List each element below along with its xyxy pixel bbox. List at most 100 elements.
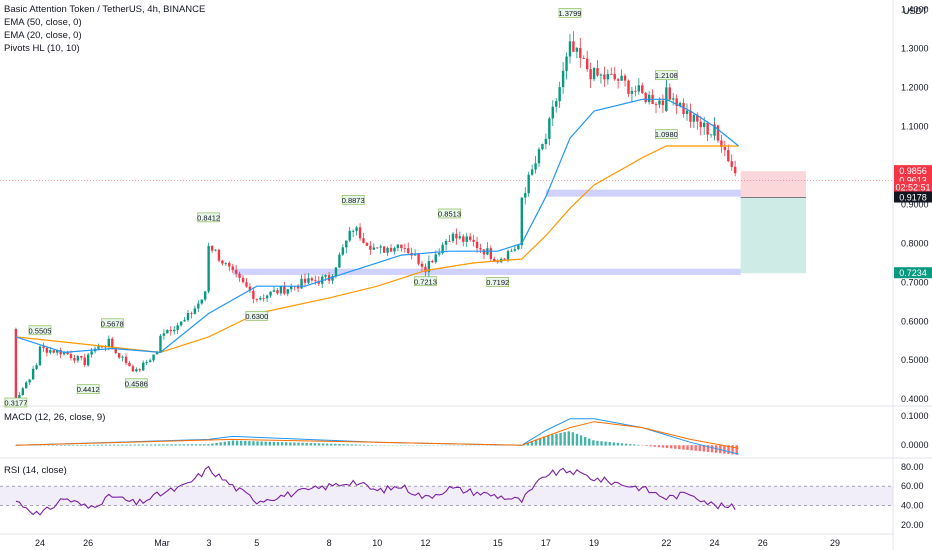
- macd-histogram-bar: [706, 445, 710, 452]
- macd-histogram-bar: [207, 444, 210, 446]
- macd-histogram-bar: [633, 444, 636, 446]
- candle-body: [589, 69, 592, 80]
- candle-body: [52, 350, 55, 353]
- macd-histogram-bar: [125, 444, 128, 446]
- candle-body: [661, 100, 665, 106]
- rsi-tick-label: 20.00: [901, 520, 924, 530]
- candle-body: [90, 351, 93, 355]
- candle-body: [38, 346, 42, 356]
- macd-histogram-bar: [284, 442, 288, 446]
- pivot-marker: 1.0980: [655, 129, 678, 139]
- macd-histogram-bar: [174, 444, 177, 446]
- time-tick-label: 10: [372, 538, 382, 548]
- macd-histogram-bar: [526, 442, 530, 446]
- candle-body: [369, 245, 372, 250]
- pivot-marker: 0.7192: [486, 277, 509, 287]
- pivot-label: 0.3177: [4, 399, 27, 408]
- candle-body: [290, 285, 293, 290]
- candle-body: [596, 68, 599, 76]
- candle-body: [682, 102, 685, 115]
- rsi-tick-label: 80.00: [901, 462, 924, 472]
- macd-histogram-bar: [268, 441, 272, 446]
- candle-body: [245, 282, 248, 287]
- macd-histogram-bar: [596, 440, 599, 446]
- pivot-marker: 0.8873: [342, 195, 365, 205]
- candle-body: [314, 280, 317, 282]
- candle-body: [634, 90, 637, 92]
- candle-body: [730, 161, 733, 167]
- pivot-box: [197, 212, 220, 223]
- macd-histogram-bar: [727, 445, 730, 454]
- macd-histogram-bar: [678, 445, 681, 450]
- macd-histogram-bar: [239, 440, 243, 446]
- pivot-box: [100, 318, 124, 329]
- candle-body: [124, 356, 128, 363]
- macd-histogram-bar: [67, 444, 71, 446]
- candle-body: [551, 106, 554, 119]
- price-tick-label: 1.3000: [901, 44, 929, 54]
- macd-histogram-bar: [735, 445, 738, 455]
- candle-body: [362, 238, 365, 243]
- candle-body: [503, 258, 506, 260]
- macd-histogram-bar: [244, 440, 247, 446]
- macd-histogram-bar: [669, 445, 673, 449]
- macd-histogram-bar: [100, 444, 104, 446]
- candle-body: [524, 193, 527, 198]
- candle-body: [159, 339, 162, 347]
- candle-body: [86, 354, 90, 356]
- time-tick-label: 22: [661, 538, 671, 548]
- candle-body: [214, 249, 217, 251]
- rsi-tick-label: 40.00: [901, 501, 924, 511]
- macd-histogram-bar: [600, 441, 603, 446]
- pivot-box: [341, 195, 365, 205]
- candle-body: [716, 125, 720, 141]
- pivot-box: [245, 311, 269, 321]
- macd-histogram-bar: [604, 441, 607, 446]
- candle-body: [231, 266, 234, 270]
- macd-histogram-bar: [342, 444, 345, 446]
- stop-loss-zone: [740, 171, 806, 198]
- candle-body: [262, 298, 265, 299]
- pivot-marker: 0.4586: [125, 378, 148, 388]
- macd-histogram-bar: [338, 444, 341, 446]
- candle-body: [86, 355, 90, 365]
- macd-histogram-bar: [702, 445, 706, 452]
- candle-body: [637, 85, 641, 92]
- macd-histogram-bar: [723, 445, 726, 454]
- support-zone: [545, 189, 741, 197]
- candle-body: [420, 263, 424, 267]
- macd-histogram-bar: [190, 444, 194, 446]
- candle-body: [303, 278, 307, 283]
- macd-histogram-bar: [264, 441, 267, 446]
- candle-body: [475, 241, 479, 249]
- candle-body: [42, 346, 45, 348]
- candle-body: [97, 346, 100, 349]
- macd-histogram-bar: [166, 444, 169, 446]
- candle-body: [210, 245, 214, 251]
- candle-body: [441, 244, 444, 254]
- candle-body: [114, 348, 117, 354]
- pivot-label: 0.4586: [125, 379, 148, 388]
- candle-body: [25, 382, 28, 389]
- macd-histogram-bar: [538, 438, 542, 446]
- macd-histogram-bar: [256, 441, 259, 446]
- price-tick-label: 1.1000: [901, 122, 929, 132]
- macd-histogram-bar: [149, 444, 153, 446]
- candle-body: [393, 248, 396, 252]
- candle-body: [603, 74, 606, 80]
- time-tick-label: 3: [206, 538, 211, 548]
- price-badge: [894, 191, 932, 203]
- macd-histogram-bar: [194, 444, 198, 446]
- time-tick-label: 12: [420, 538, 430, 548]
- pivot-marker: 0.4412: [77, 384, 100, 394]
- candle-body: [462, 236, 465, 242]
- candle-body: [654, 104, 658, 105]
- candle-body: [148, 360, 152, 363]
- pivot-box: [558, 8, 582, 18]
- candle-body: [45, 347, 49, 353]
- candle-body: [355, 227, 358, 231]
- macd-histogram-bar: [624, 443, 628, 446]
- macd-histogram-bar: [104, 444, 108, 446]
- price-badge-label: 0.9856: [899, 166, 927, 176]
